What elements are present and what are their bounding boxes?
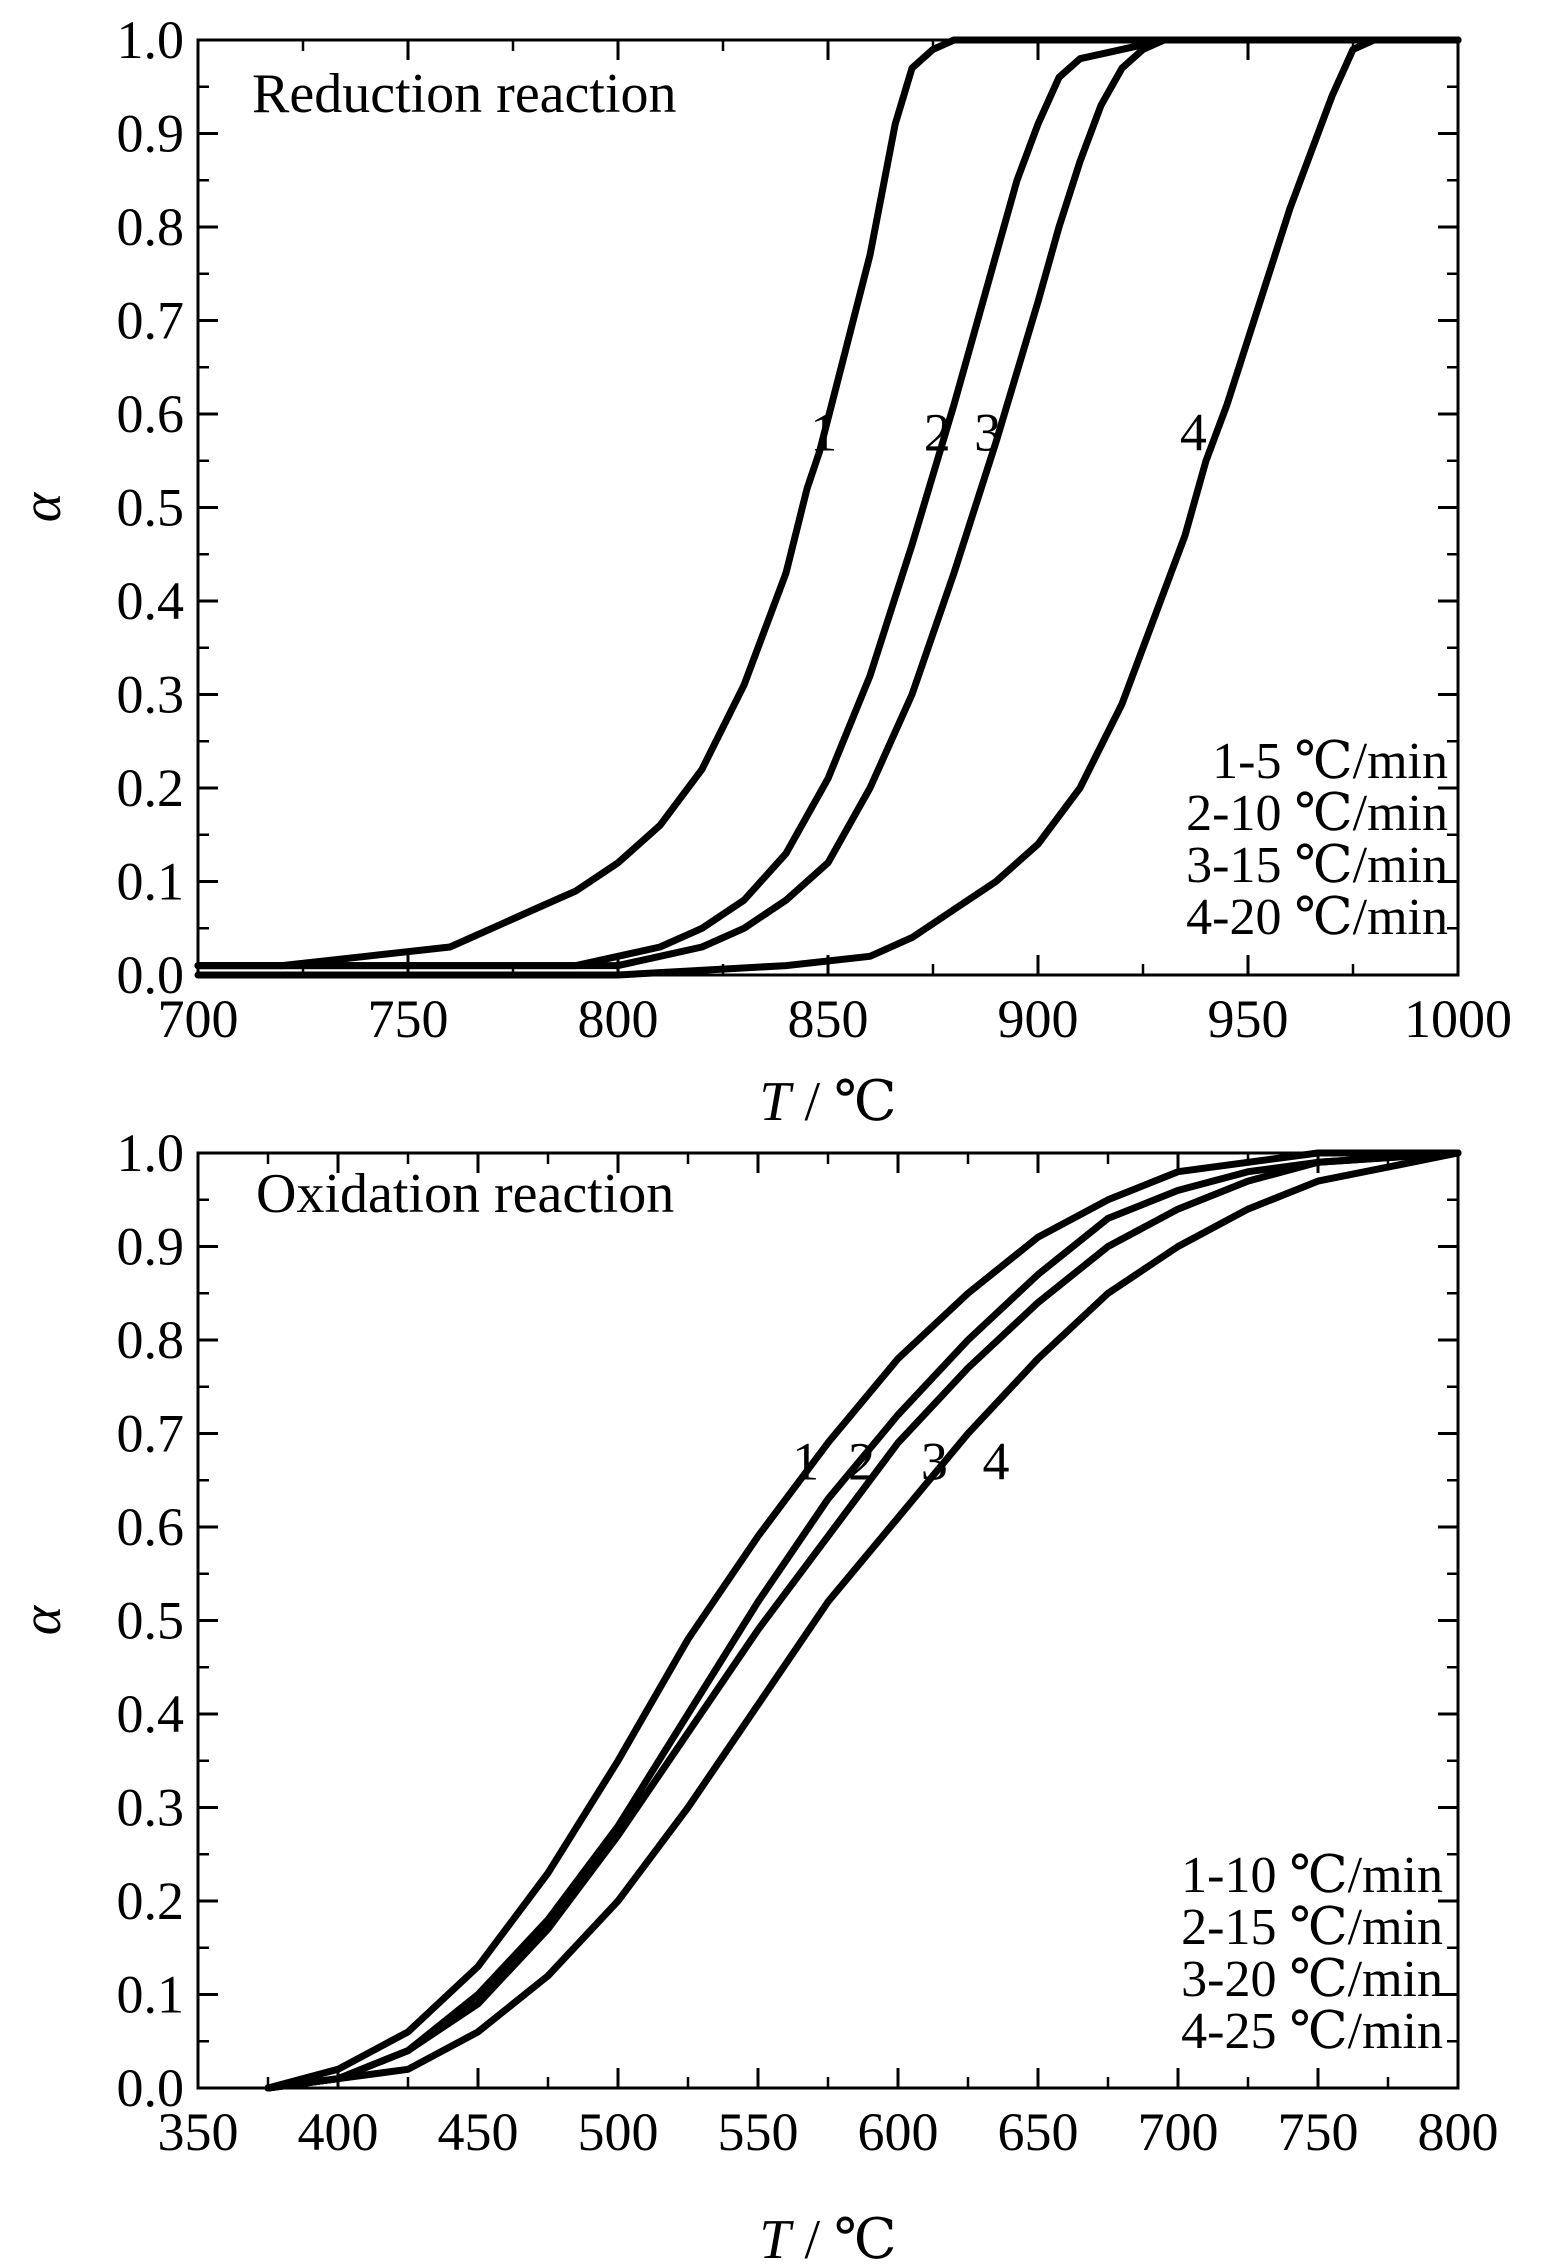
- x-tick-label: 700: [158, 989, 239, 1049]
- y-tick-label: 0.8: [117, 197, 185, 257]
- legend-entry: 2-15 ℃/min: [1181, 1899, 1443, 1956]
- x-axis-label: T / ℃: [759, 1071, 896, 1133]
- series-1-line: [264, 1149, 1462, 2092]
- y-tick-label: 1.0: [117, 1123, 185, 1183]
- series-3-line: [264, 1149, 1462, 2092]
- y-tick-label: 0.0: [117, 2058, 185, 2118]
- y-tick-label: 0.9: [117, 1217, 185, 1277]
- y-axis-label: α: [11, 491, 73, 522]
- x-tick-label: 400: [298, 2102, 379, 2162]
- y-tick-label: 0.5: [117, 478, 185, 538]
- x-axis-label-unit: / ℃: [804, 1071, 896, 1133]
- chart-panel-2: 350 400 450 500 550 600 650 700 750 800 0.0 0.1 0.2 0…: [11, 1123, 1499, 2267]
- series-4-line: [194, 36, 1462, 979]
- series-4-line: [264, 1149, 1462, 2092]
- x-tick-label: 850: [788, 989, 869, 1049]
- y-tick-label: 0.1: [117, 1965, 185, 2025]
- y-tick-label: 0.8: [117, 1310, 185, 1370]
- y-axis-label: α: [11, 1604, 73, 1635]
- x-tick-label: 600: [858, 2102, 939, 2162]
- legend-entry: 2-10 ℃/min: [1186, 785, 1448, 842]
- y-tick-label: 0.7: [117, 291, 185, 351]
- x-tick-label: 950: [1208, 989, 1289, 1049]
- panel-title: Oxidation reaction: [256, 1163, 674, 1225]
- series-4-label: 4: [983, 1432, 1010, 1492]
- y-tick-label: 0.4: [117, 1684, 185, 1744]
- x-tick-label: 800: [578, 989, 659, 1049]
- x-tick-label: 800: [1418, 2102, 1499, 2162]
- series-4-label: 4: [1180, 403, 1207, 463]
- x-tick-label: 900: [998, 989, 1079, 1049]
- y-tick-label: 0.5: [117, 1591, 185, 1651]
- y-tick-label: 0.7: [117, 1404, 185, 1464]
- y-tick-label: 0.2: [117, 1871, 185, 1931]
- x-tick-label: 750: [1278, 2102, 1359, 2162]
- y-tick-label: 0.4: [117, 571, 185, 631]
- x-tick-label: 500: [578, 2102, 659, 2162]
- series-3-line: [194, 36, 1462, 970]
- x-axis-label: T / ℃: [759, 2209, 896, 2267]
- y-tick-label: 0.3: [117, 665, 185, 725]
- legend-entry: 3-20 ℃/min: [1181, 1951, 1443, 2008]
- series-1-label: 1: [810, 403, 837, 463]
- x-tick-label: 350: [158, 2102, 239, 2162]
- y-tick-label: 1.0: [117, 10, 185, 70]
- legend-entry: 4-20 ℃/min: [1186, 889, 1448, 946]
- series-1-label: 1: [792, 1432, 819, 1492]
- x-axis-label-var: T: [759, 1071, 794, 1133]
- x-tick-label: 1000: [1404, 989, 1512, 1049]
- y-tick-label: 0.1: [117, 852, 185, 912]
- y-tick-label: 0.2: [117, 758, 185, 818]
- legend-entry: 4-25 ℃/min: [1181, 2003, 1443, 2060]
- series-2-label: 2: [924, 403, 951, 463]
- y-tick-label: 0.0: [117, 945, 185, 1005]
- y-tick-label: 0.6: [117, 384, 185, 444]
- y-tick-label: 0.3: [117, 1778, 185, 1838]
- legend-entry: 3-15 ℃/min: [1186, 837, 1448, 894]
- chart-panel-1: 700 750 800 850 900 950 1000 0.0 0.1 0.2 0.3 0.4 0.5…: [11, 10, 1512, 1133]
- x-tick-label: 450: [438, 2102, 519, 2162]
- y-tick-label: 0.9: [117, 104, 185, 164]
- legend-entry: 1-5 ℃/min: [1212, 733, 1448, 790]
- x-tick-label: 700: [1138, 2102, 1219, 2162]
- panel-title: Reduction reaction: [252, 63, 677, 125]
- x-tick-label: 650: [998, 2102, 1079, 2162]
- series-3-label: 3: [974, 403, 1001, 463]
- x-axis-label-unit: / ℃: [804, 2209, 896, 2267]
- x-axis-label-var: T: [759, 2209, 794, 2267]
- series-1-line: [194, 36, 1462, 970]
- legend-entry: 1-10 ℃/min: [1181, 1847, 1443, 1904]
- y-tick-label: 0.6: [117, 1497, 185, 1557]
- series-2-line: [264, 1149, 1462, 2092]
- series-2-line: [194, 36, 1462, 970]
- x-tick-label: 550: [718, 2102, 799, 2162]
- x-tick-label: 750: [368, 989, 449, 1049]
